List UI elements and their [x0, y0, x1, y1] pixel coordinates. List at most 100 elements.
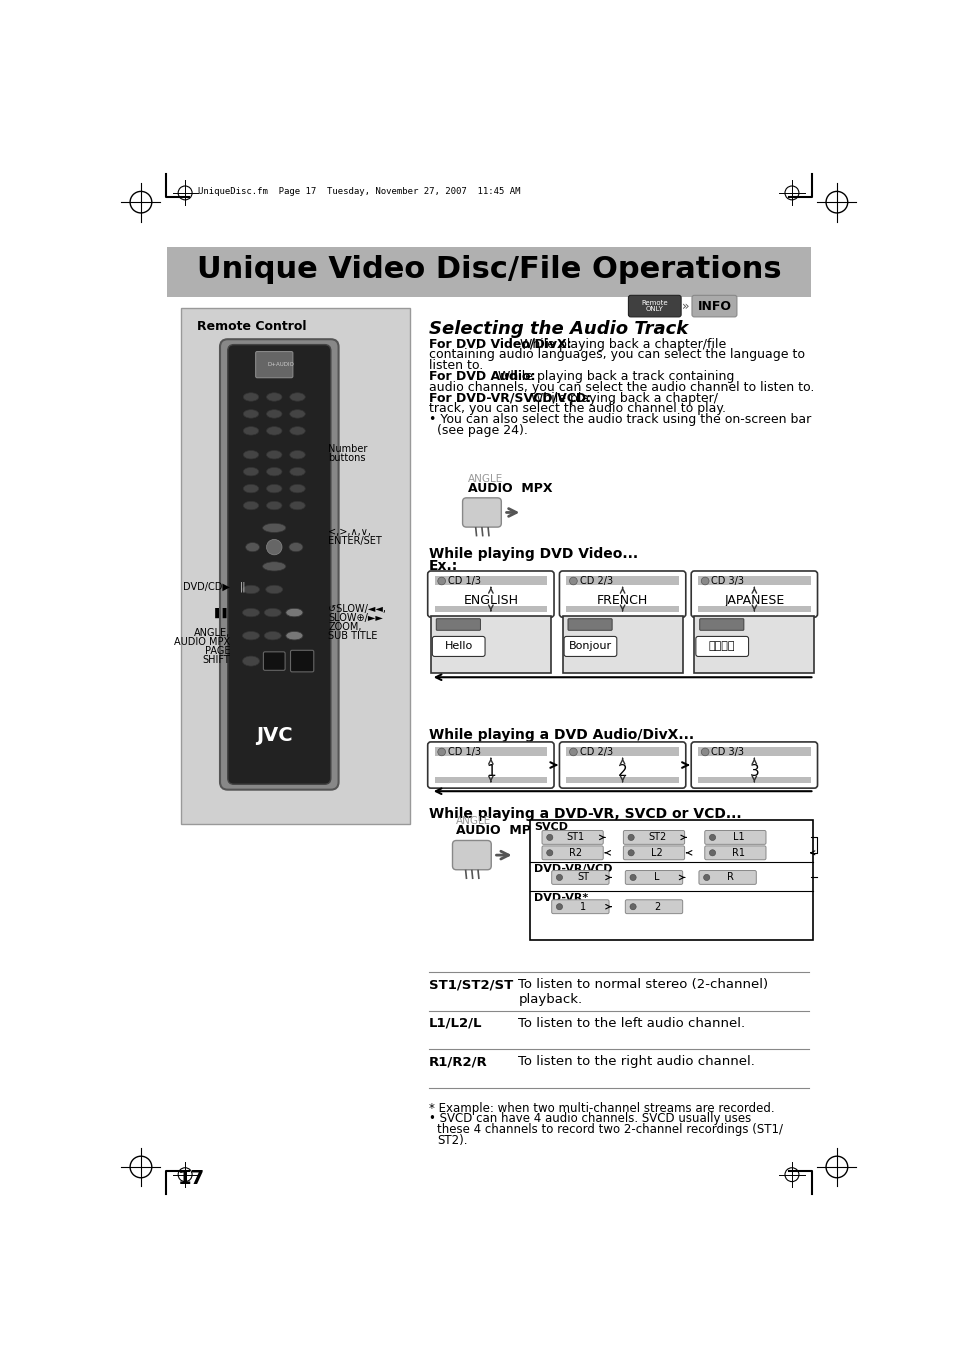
Ellipse shape [262, 523, 286, 532]
Circle shape [437, 577, 445, 585]
FancyBboxPatch shape [220, 339, 338, 790]
Circle shape [437, 748, 445, 755]
FancyBboxPatch shape [622, 831, 684, 844]
Text: DVD-VR*: DVD-VR* [534, 893, 587, 902]
Text: »: » [681, 300, 689, 312]
FancyBboxPatch shape [452, 840, 491, 870]
FancyBboxPatch shape [263, 651, 285, 670]
Text: While playing a DVD Audio/DivX...: While playing a DVD Audio/DivX... [429, 728, 694, 742]
FancyBboxPatch shape [699, 619, 743, 631]
Text: L: L [654, 873, 659, 882]
Text: containing audio languages, you can select the language to: containing audio languages, you can sele… [429, 349, 804, 362]
FancyBboxPatch shape [436, 619, 480, 631]
Bar [694, 616, 814, 673]
Ellipse shape [243, 501, 258, 509]
Ellipse shape [266, 409, 282, 419]
Text: AUDIO  MPX: AUDIO MPX [456, 824, 540, 836]
Text: 1: 1 [485, 763, 496, 778]
Text: audio channels, you can select the audio channel to listen to.: audio channels, you can select the audio… [429, 381, 814, 393]
FancyBboxPatch shape [541, 846, 602, 859]
FancyBboxPatch shape [624, 900, 682, 913]
Ellipse shape [262, 562, 286, 571]
Text: • You can also select the audio track using the on-screen bar: • You can also select the audio track us… [429, 413, 811, 426]
Bar [698, 577, 810, 585]
Text: Selecting the Audio Track: Selecting the Audio Track [429, 320, 688, 338]
Text: R: R [726, 873, 734, 882]
Text: ENGLISH: ENGLISH [463, 593, 517, 607]
Circle shape [700, 577, 708, 585]
FancyBboxPatch shape [628, 296, 680, 317]
Text: While playing a DVD-VR, SVCD or VCD...: While playing a DVD-VR, SVCD or VCD... [429, 808, 741, 821]
Ellipse shape [242, 608, 259, 617]
Ellipse shape [266, 393, 282, 401]
Bar [435, 777, 546, 782]
Circle shape [546, 850, 553, 857]
Ellipse shape [264, 608, 281, 617]
FancyBboxPatch shape [558, 742, 685, 788]
Text: To listen to the left audio channel.: To listen to the left audio channel. [517, 1017, 744, 1029]
Circle shape [709, 850, 715, 857]
Ellipse shape [290, 467, 305, 476]
Text: 17: 17 [177, 1169, 204, 1188]
FancyBboxPatch shape [691, 296, 736, 317]
Circle shape [569, 577, 577, 585]
FancyBboxPatch shape [228, 345, 331, 785]
Text: While playing back a track containing: While playing back a track containing [493, 370, 733, 384]
Ellipse shape [266, 485, 282, 493]
Ellipse shape [242, 631, 259, 640]
Text: おはよう: おはよう [708, 642, 735, 651]
Ellipse shape [286, 608, 303, 617]
Bar [435, 747, 546, 755]
Circle shape [556, 874, 562, 881]
Text: Unique Video Disc/File Operations: Unique Video Disc/File Operations [196, 255, 781, 285]
Text: ||: || [240, 582, 246, 592]
Text: AUDIO  MPX: AUDIO MPX [468, 482, 552, 494]
Text: ST: ST [577, 873, 589, 882]
Text: INFO: INFO [697, 300, 731, 312]
FancyBboxPatch shape [563, 636, 617, 657]
Text: 3: 3 [749, 763, 759, 778]
Ellipse shape [243, 450, 258, 459]
FancyBboxPatch shape [432, 636, 484, 657]
Ellipse shape [290, 485, 305, 493]
Bar [431, 616, 550, 673]
FancyBboxPatch shape [704, 846, 765, 859]
Text: these 4 channels to record two 2-channel recordings (ST1/: these 4 channels to record two 2-channel… [436, 1123, 782, 1136]
Text: CD 2/3: CD 2/3 [579, 576, 612, 586]
Text: Number: Number [328, 443, 368, 454]
Bar [698, 747, 810, 755]
Text: PAGE: PAGE [204, 646, 230, 657]
Ellipse shape [266, 585, 282, 593]
Text: listen to.: listen to. [429, 359, 483, 373]
Text: buttons: buttons [328, 453, 366, 463]
Text: DVD/CD▶: DVD/CD▶ [183, 582, 230, 592]
FancyBboxPatch shape [691, 571, 817, 617]
Text: JAPANESE: JAPANESE [723, 593, 783, 607]
Bar [566, 747, 679, 755]
FancyBboxPatch shape [255, 351, 293, 378]
FancyBboxPatch shape [462, 497, 500, 527]
Bar [566, 577, 679, 585]
FancyBboxPatch shape [622, 846, 684, 859]
Circle shape [709, 835, 715, 840]
Text: R1/R2/R: R1/R2/R [429, 1055, 488, 1069]
Bar [167, 247, 810, 297]
Ellipse shape [243, 467, 258, 476]
Text: L1: L1 [732, 832, 743, 843]
Text: CD 3/3: CD 3/3 [711, 747, 743, 757]
Text: D+AUDIO: D+AUDIO [267, 362, 294, 367]
Circle shape [627, 835, 634, 840]
Text: Hello: Hello [444, 642, 473, 651]
FancyBboxPatch shape [551, 900, 608, 913]
Text: For DVD Audio:: For DVD Audio: [429, 370, 536, 384]
Text: Remote Control: Remote Control [196, 320, 306, 332]
Text: 2: 2 [618, 763, 627, 778]
Circle shape [266, 539, 282, 555]
Ellipse shape [243, 393, 258, 401]
FancyBboxPatch shape [427, 742, 554, 788]
Text: UniqueDisc.fm  Page 17  Tuesday, November 27, 2007  11:45 AM: UniqueDisc.fm Page 17 Tuesday, November … [198, 186, 520, 196]
Ellipse shape [290, 427, 305, 435]
Bar [435, 577, 546, 585]
Bar [566, 777, 679, 782]
Text: track, you can select the audio channel to play.: track, you can select the audio channel … [429, 403, 725, 415]
